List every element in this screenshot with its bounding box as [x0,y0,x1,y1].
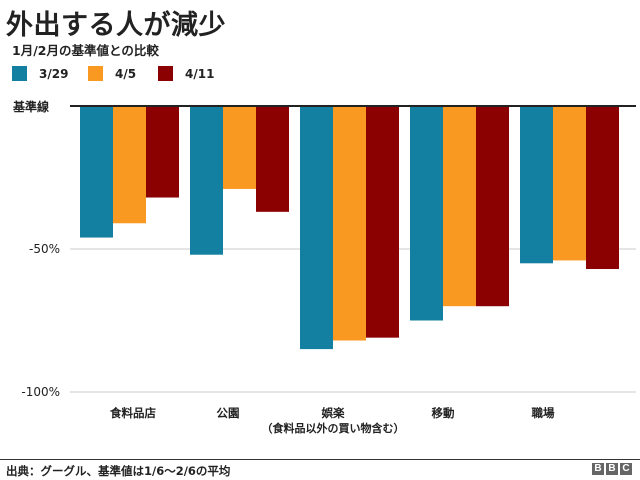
bar-娯楽-4/5 [333,106,366,341]
category-label-leisure-sub: （食料品以外の買い物含む） [261,422,405,435]
bar-移動-4/11 [476,106,509,307]
category-label-transit: 移動 [431,406,455,420]
legend-label-3-29: 3/29 [39,66,69,81]
bar-公園-4/11 [256,106,289,212]
category-label-grocery: 食料品店 [110,406,156,420]
footer-divider [0,459,640,460]
bar-公園-4/5 [223,106,256,189]
y-tick-label-neg50: -50% [28,242,60,256]
category-label-leisure: 娯楽 （食料品以外の買い物含む） [253,406,413,436]
legend-label-4-11: 4/11 [185,66,215,81]
bbc-logo-letter-b1: B [592,463,604,475]
bar-娯楽-3/29 [300,106,333,350]
bbc-logo-letter-b2: B [606,463,618,475]
legend-swatch-4-11 [158,66,173,81]
category-label-parks: 公園 [216,406,240,420]
bar-移動-4/5 [443,106,476,307]
category-label-leisure-main: 娯楽 [321,406,345,420]
bar-食料品店-4/11 [146,106,179,198]
legend-swatch-4-5 [88,66,103,81]
y-tick-label-neg100: -100% [21,385,60,399]
bbc-logo-letter-c: C [620,463,632,475]
bar-公園-3/29 [190,106,223,255]
bar-食料品店-4/5 [113,106,146,224]
legend-item-3-29: 3/29 [12,66,68,81]
chart-subtitle: 1月/2月の基準値との比較 [12,43,159,58]
bar-職場-4/11 [586,106,619,270]
source-note: 出典：グーグル、基準値は1/6～2/6の平均 [6,464,231,478]
legend-swatch-3-29 [12,66,27,81]
bar-娯楽-4/11 [366,106,399,338]
bar-移動-3/29 [410,106,443,321]
bar-食料品店-3/29 [80,106,113,238]
legend-item-4-5: 4/5 [88,66,136,81]
bbc-logo: B B C [592,463,632,475]
category-label-workplace: 職場 [531,406,555,420]
chart-title: 外出する人が減少 [6,10,226,41]
legend-label-4-5: 4/5 [115,66,137,81]
baseline-label: 基準線 [13,100,50,114]
legend-item-4-11: 4/11 [158,66,214,81]
bar-職場-3/29 [520,106,553,264]
bar-職場-4/5 [553,106,586,261]
